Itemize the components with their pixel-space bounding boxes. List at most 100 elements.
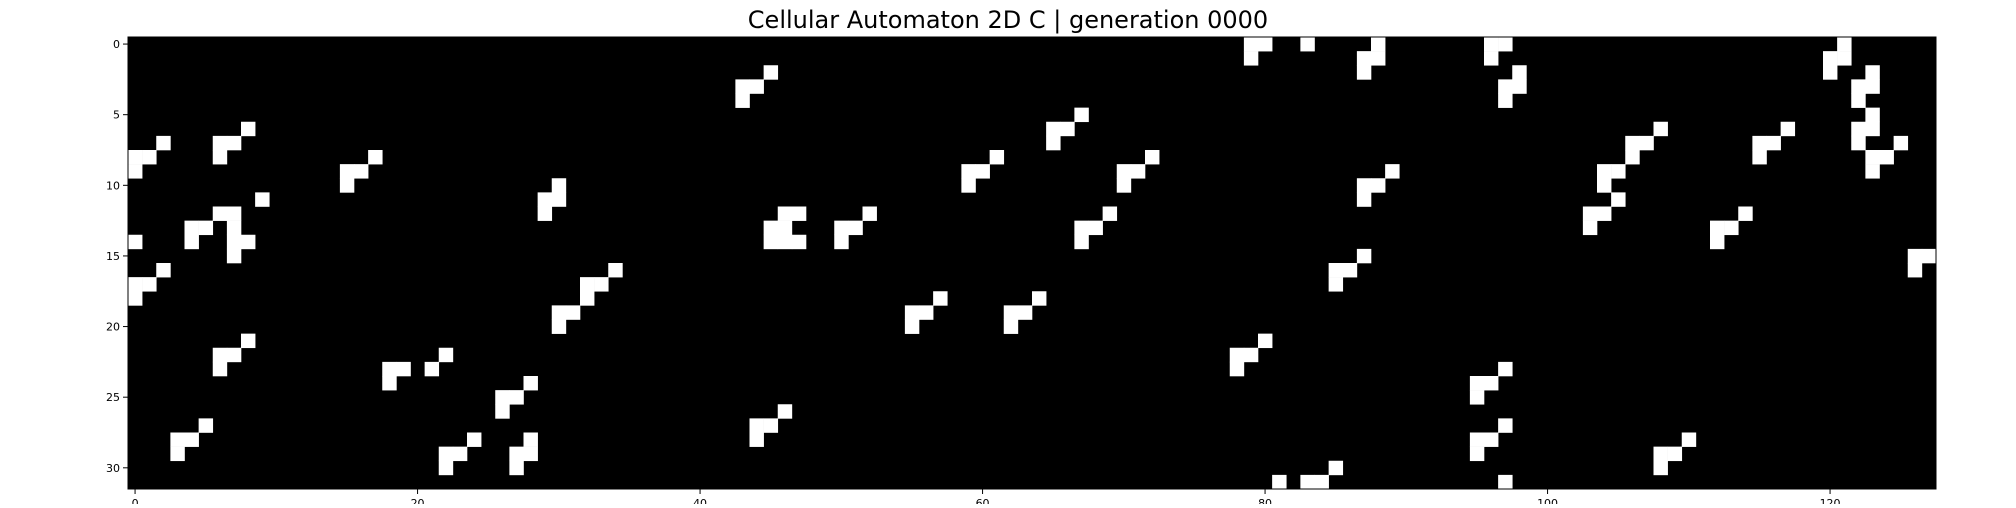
live-cell (537, 206, 553, 221)
y-tick-label: 10 (106, 179, 120, 192)
live-cell (791, 234, 807, 250)
live-cell (1498, 474, 1513, 490)
cells-layer (128, 37, 1937, 490)
live-cell (777, 404, 793, 419)
live-cell (1582, 220, 1598, 236)
live-cell (1907, 248, 1923, 264)
live-cell (1653, 121, 1668, 137)
live-cell (919, 305, 934, 320)
live-cell (1116, 164, 1132, 179)
live-cell (1851, 79, 1866, 94)
live-cell (1074, 107, 1089, 123)
live-cell (1003, 319, 1019, 334)
live-cell (1314, 474, 1329, 490)
live-cell (1780, 121, 1796, 137)
live-cell (212, 135, 228, 151)
live-cell (438, 460, 454, 476)
live-cell (509, 460, 524, 476)
live-cell (1088, 220, 1103, 236)
live-cell (142, 150, 157, 165)
live-cell (438, 446, 454, 462)
live-cell (1498, 418, 1513, 433)
live-cell (1512, 79, 1527, 94)
live-cell (226, 347, 242, 363)
live-cell (495, 390, 510, 405)
live-cell (1639, 135, 1654, 151)
live-cell (777, 206, 793, 221)
live-cell (1498, 37, 1513, 52)
x-tick-label: 80 (1258, 497, 1272, 504)
live-cell (1851, 135, 1866, 151)
live-cell (339, 164, 355, 179)
live-cell (1851, 93, 1866, 108)
live-cell (565, 305, 581, 320)
x-tick-label: 100 (1537, 497, 1558, 504)
live-cell (580, 277, 595, 292)
live-cell (777, 234, 793, 250)
live-cell (1328, 460, 1344, 476)
live-cell (339, 178, 355, 193)
live-cell (1625, 150, 1640, 165)
live-cell (1356, 178, 1372, 193)
live-cell (1003, 305, 1019, 320)
live-cell (382, 376, 397, 391)
live-cell (1243, 347, 1259, 363)
live-cell (763, 234, 779, 250)
live-cell (961, 164, 976, 179)
live-cell (1484, 376, 1499, 391)
live-cell (142, 277, 157, 292)
x-tick-label: 20 (411, 497, 425, 504)
live-cell (1300, 474, 1315, 490)
live-cell (1145, 150, 1160, 165)
live-cell (904, 319, 920, 334)
live-cell (1879, 150, 1894, 165)
live-cell (212, 206, 228, 221)
live-cell (1229, 347, 1245, 363)
live-cell (1907, 263, 1923, 278)
live-cell (128, 150, 143, 165)
live-cell (438, 347, 454, 363)
live-cell (1385, 164, 1400, 179)
live-cell (1865, 121, 1880, 137)
live-cell (382, 361, 397, 377)
live-cell (523, 376, 538, 391)
live-cell (1512, 65, 1527, 80)
live-cell (735, 79, 750, 94)
live-cell (1865, 65, 1880, 80)
live-cell (791, 206, 807, 221)
live-cell (1130, 164, 1146, 179)
live-cell (1243, 51, 1259, 66)
live-cell (1498, 93, 1513, 108)
live-cell (594, 277, 609, 292)
live-cell (1681, 432, 1697, 447)
x-tick-label: 60 (976, 497, 990, 504)
live-cell (1371, 178, 1386, 193)
live-cell (834, 234, 849, 250)
live-cell (1046, 135, 1061, 151)
live-cell (1371, 37, 1386, 52)
live-cell (226, 206, 242, 221)
plot-frame (127, 36, 1937, 490)
live-cell (1823, 65, 1838, 80)
y-tick-label: 5 (113, 109, 120, 122)
live-cell (241, 333, 256, 349)
live-cell (128, 291, 143, 306)
live-cell (1597, 206, 1612, 221)
live-cell (1469, 446, 1485, 462)
live-cell (933, 291, 948, 306)
live-cell (1823, 51, 1838, 66)
x-tick-label: 0 (132, 497, 139, 504)
live-cell (735, 93, 750, 108)
live-cell (1851, 121, 1866, 137)
live-cell (1328, 263, 1344, 278)
live-cell (1229, 361, 1245, 377)
live-cell (1328, 277, 1344, 292)
y-tick-label: 30 (106, 462, 120, 475)
live-cell (1356, 248, 1372, 264)
y-tick-label: 25 (106, 391, 120, 404)
live-cell (424, 361, 440, 377)
live-cell (1074, 220, 1089, 236)
live-cell (961, 178, 976, 193)
live-cell (467, 432, 482, 447)
live-cell (128, 164, 143, 179)
